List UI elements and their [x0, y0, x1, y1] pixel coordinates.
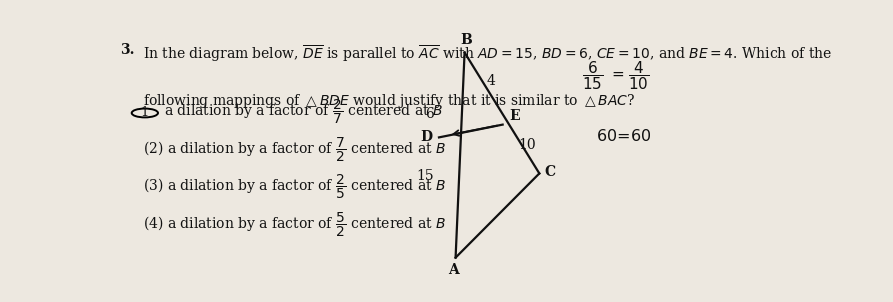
- Text: 4: 4: [487, 74, 496, 88]
- Text: a dilation by a factor of $\dfrac{2}{7}$ centered at $B$: a dilation by a factor of $\dfrac{2}{7}$…: [163, 98, 443, 126]
- Text: B: B: [461, 34, 472, 47]
- Text: (4) a dilation by a factor of $\dfrac{5}{2}$ centered at $B$: (4) a dilation by a factor of $\dfrac{5}…: [143, 210, 446, 239]
- Text: A: A: [448, 263, 459, 277]
- Text: E: E: [510, 109, 521, 123]
- Text: 15: 15: [416, 169, 434, 183]
- Text: In the diagram below, $\overline{DE}$ is parallel to $\overline{AC}$ with $AD=15: In the diagram below, $\overline{DE}$ is…: [143, 43, 832, 64]
- Text: 6: 6: [426, 107, 434, 121]
- Text: $\dfrac{4}{10}$: $\dfrac{4}{10}$: [629, 59, 650, 92]
- Text: $=$: $=$: [609, 66, 625, 80]
- Text: 3.: 3.: [120, 43, 135, 57]
- Text: 10: 10: [518, 138, 536, 152]
- Text: (2) a dilation by a factor of $\dfrac{7}{2}$ centered at $B$: (2) a dilation by a factor of $\dfrac{7}…: [143, 136, 446, 164]
- Text: 1: 1: [141, 107, 149, 120]
- Text: $\dfrac{6}{15}$: $\dfrac{6}{15}$: [582, 59, 604, 92]
- Text: following mappings of $\triangle BDE$ would justify that it is similar to $\tria: following mappings of $\triangle BDE$ wo…: [143, 92, 635, 110]
- Text: $60\!=\!60$: $60\!=\!60$: [596, 128, 652, 145]
- Text: (3) a dilation by a factor of $\dfrac{2}{5}$ centered at $B$: (3) a dilation by a factor of $\dfrac{2}…: [143, 173, 446, 201]
- Text: C: C: [545, 165, 556, 179]
- Text: D: D: [420, 130, 432, 144]
